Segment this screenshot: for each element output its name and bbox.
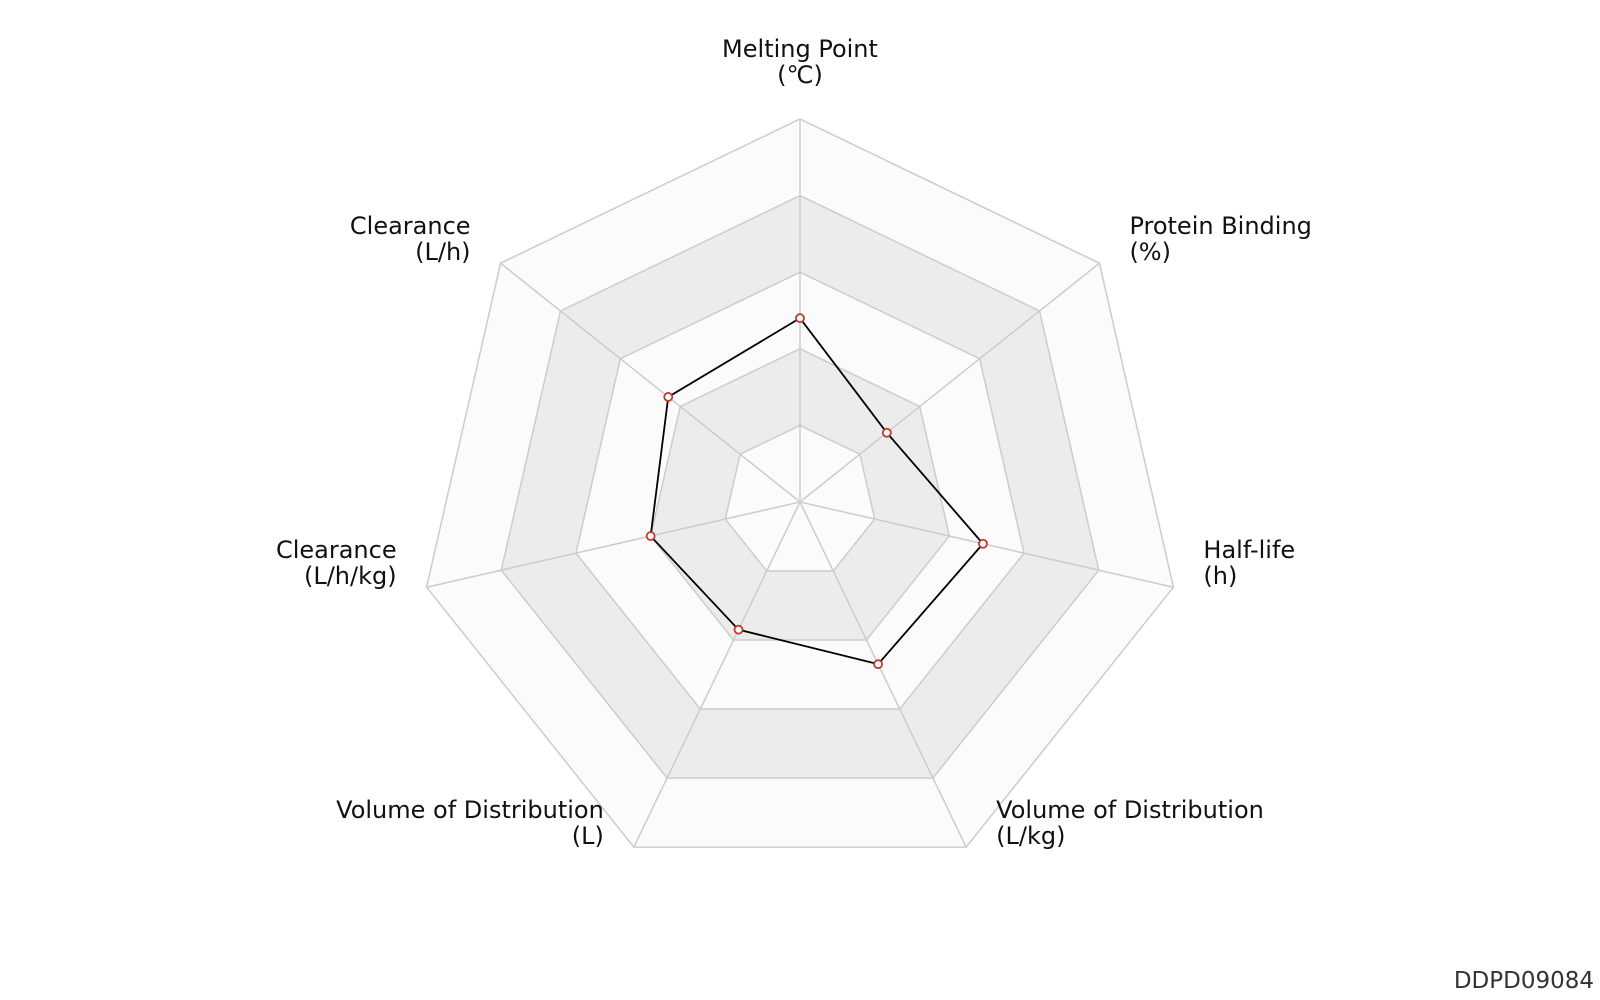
axis-label-unit: (L) (572, 822, 604, 850)
radar-axis-labels: Melting Point (℃) Protein Binding (%) Half-l… (276, 35, 1312, 850)
radar-point-2 (978, 538, 988, 549)
axis-label-5: Clearance (L/h/kg) (276, 536, 397, 590)
axis-label-unit: (L/kg) (996, 822, 1065, 850)
axis-label-6: Clearance (L/h) (350, 212, 471, 266)
axis-label-unit: (%) (1129, 238, 1171, 266)
axis-label-name: Melting Point (722, 35, 878, 63)
radar-point-6 (663, 392, 674, 402)
axis-label-name: Clearance (276, 536, 397, 564)
axis-label-4: Volume of Distribution (L) (336, 796, 604, 850)
axis-label-2: Half-life (h) (1203, 536, 1295, 590)
axis-label-unit: (h) (1203, 562, 1237, 590)
axis-label-unit: (L/h) (415, 238, 470, 266)
watermark-id: DDPD09084 (1453, 968, 1594, 994)
radar-spoke-4 (633, 501, 801, 848)
radar-point-1 (881, 427, 892, 438)
axis-label-0: Melting Point (℃) (722, 35, 878, 89)
radar-spoke-3 (799, 501, 967, 848)
radar-ring-3 (575, 271, 1025, 710)
radar-ring-2 (649, 347, 951, 641)
axis-label-name: Volume of Distribution (336, 796, 604, 824)
radar-point-5 (645, 531, 656, 541)
axis-label-unit: (℃) (777, 61, 823, 89)
axis-label-name: Volume of Distribution (996, 796, 1264, 824)
radar-spoke-6 (500, 262, 801, 503)
axis-label-name: Half-life (1203, 536, 1295, 564)
axis-label-unit: (L/h/kg) (304, 562, 397, 590)
radar-point-4 (733, 624, 744, 635)
axis-label-3: Volume of Distribution (L/kg) (996, 796, 1264, 850)
radar-spoke-1 (799, 262, 1100, 503)
radar-spoke-5 (426, 501, 801, 588)
radar-point-3 (873, 659, 883, 670)
radar-ring-1 (724, 424, 876, 572)
radar-ring-5 (425, 118, 1175, 848)
radar-point-0 (795, 313, 805, 324)
radar-series-line (649, 316, 985, 666)
axis-label-name: Protein Binding (1129, 212, 1311, 240)
radar-series (645, 313, 988, 670)
axis-label-name: Clearance (350, 212, 471, 240)
axis-label-1: Protein Binding (%) (1129, 212, 1311, 266)
radar-ring-4 (500, 194, 1100, 779)
radar-grid (425, 118, 1175, 848)
